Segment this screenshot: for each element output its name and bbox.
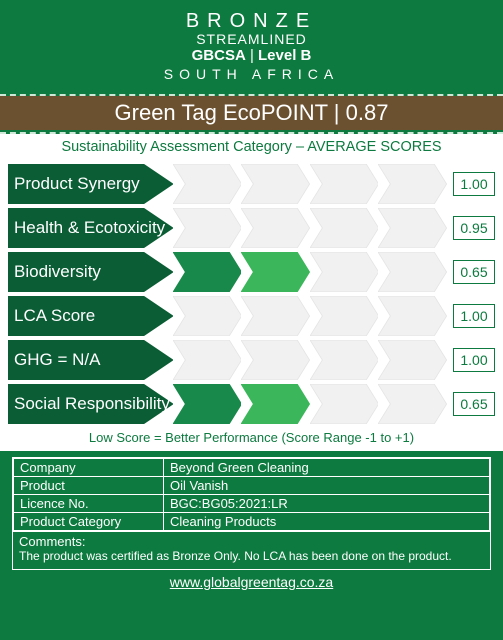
chart-bar: Health & Ecotoxicity [8, 208, 447, 248]
info-value: BGC:BG05:2021:LR [164, 495, 490, 513]
category-label: GHG = N/A [14, 340, 100, 380]
divider: | [246, 47, 258, 64]
chart-bar: Social Responsibility [8, 384, 447, 424]
chevron-segment [378, 208, 447, 248]
comments-label: Comments: [19, 534, 484, 549]
chart-row: Product Synergy 1.00 [8, 164, 495, 204]
category-label: Social Responsibility [14, 384, 170, 424]
category-label: Biodiversity [14, 252, 101, 292]
chevron-segment [173, 164, 242, 204]
info-value: Cleaning Products [164, 513, 490, 531]
chart-subhead: Sustainability Assessment Category – AVE… [0, 134, 503, 160]
score-footnote: Low Score = Better Performance (Score Ra… [0, 430, 503, 451]
chevron-segment [241, 340, 310, 380]
chart-bar: Product Synergy [8, 164, 447, 204]
chevron-segment: Social Responsibility [8, 384, 173, 424]
chart-bar: Biodiversity [8, 252, 447, 292]
info-key: Product Category [14, 513, 164, 531]
chevron-segment [310, 296, 379, 336]
certificate-header: BRONZE STREAMLINED GBCSA | Level B SOUTH… [12, 10, 491, 82]
chevron-segment [173, 340, 242, 380]
chevron-segment [378, 384, 447, 424]
org-name: GBCSA [192, 47, 246, 64]
ecopoint-label: Green Tag EcoPOINT | [115, 100, 346, 125]
chevron-segment [173, 252, 242, 292]
category-label: LCA Score [14, 296, 95, 336]
chart-row: Social Responsibility 0.65 [8, 384, 495, 424]
info-value: Oil Vanish [164, 477, 490, 495]
ecopoint-band: Green Tag EcoPOINT | 0.87 [0, 96, 503, 130]
info-value: Beyond Green Cleaning [164, 459, 490, 477]
info-key: Licence No. [14, 495, 164, 513]
chart-bar: GHG = N/A [8, 340, 447, 380]
chevron-segment: Biodiversity [8, 252, 173, 292]
chevron-segment [310, 164, 379, 204]
chevron-segment [310, 208, 379, 248]
chart-row: Biodiversity 0.65 [8, 252, 495, 292]
score-value: 0.65 [453, 392, 495, 416]
chevron-segment [241, 252, 310, 292]
chevron-segment [310, 252, 379, 292]
comments-block: Comments: The product was certified as B… [13, 531, 490, 569]
chevron-segment [378, 296, 447, 336]
chevron-segment [173, 296, 242, 336]
ecopoint-value: 0.87 [346, 100, 389, 125]
chevron-segment: Product Synergy [8, 164, 173, 204]
org-level: GBCSA | Level B [12, 47, 491, 64]
chevron-segment [378, 164, 447, 204]
chart-row: Health & Ecotoxicity 0.95 [8, 208, 495, 248]
chart-row: GHG = N/A 1.00 [8, 340, 495, 380]
chevron-segment [241, 296, 310, 336]
score-value: 1.00 [453, 304, 495, 328]
table-row: CompanyBeyond Green Cleaning [14, 459, 490, 477]
score-value: 1.00 [453, 348, 495, 372]
product-info-panel: CompanyBeyond Green CleaningProductOil V… [12, 457, 491, 570]
chevron-segment [378, 252, 447, 292]
score-value: 0.95 [453, 216, 495, 240]
table-row: ProductOil Vanish [14, 477, 490, 495]
chevron-segment [173, 384, 242, 424]
info-key: Company [14, 459, 164, 477]
level-label: Level B [258, 47, 311, 64]
table-row: Product CategoryCleaning Products [14, 513, 490, 531]
chevron-segment: LCA Score [8, 296, 173, 336]
score-chart: Product Synergy 1.00 Health & Ecotoxicity 0… [0, 160, 503, 430]
chevron-segment: GHG = N/A [8, 340, 173, 380]
chevron-segment: Health & Ecotoxicity [8, 208, 173, 248]
chevron-segment [310, 384, 379, 424]
comments-text: The product was certified as Bronze Only… [19, 549, 484, 563]
chevron-segment [173, 208, 242, 248]
info-key: Product [14, 477, 164, 495]
website-url[interactable]: www.globalgreentag.co.za [12, 574, 491, 590]
chevron-segment [310, 340, 379, 380]
tier-label: BRONZE [12, 10, 491, 33]
table-row: Licence No.BGC:BG05:2021:LR [14, 495, 490, 513]
category-label: Health & Ecotoxicity [14, 208, 165, 248]
chevron-segment [241, 164, 310, 204]
score-value: 1.00 [453, 172, 495, 196]
country-label: SOUTH AFRICA [12, 66, 491, 82]
chevron-segment [241, 384, 310, 424]
category-label: Product Synergy [14, 164, 140, 204]
product-info-table: CompanyBeyond Green CleaningProductOil V… [13, 458, 490, 531]
chart-row: LCA Score 1.00 [8, 296, 495, 336]
streamlined-label: STREAMLINED [12, 31, 491, 47]
chevron-segment [378, 340, 447, 380]
score-value: 0.65 [453, 260, 495, 284]
chart-bar: LCA Score [8, 296, 447, 336]
chevron-segment [241, 208, 310, 248]
